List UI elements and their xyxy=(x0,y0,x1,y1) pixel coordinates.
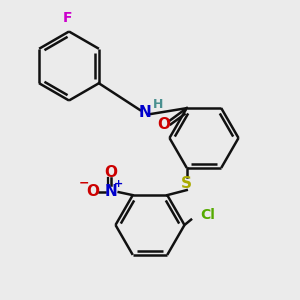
Text: O: O xyxy=(105,164,118,179)
Text: O: O xyxy=(86,184,99,199)
Text: H: H xyxy=(153,98,163,112)
Text: +: + xyxy=(114,179,123,189)
Text: −: − xyxy=(79,177,89,190)
Text: O: O xyxy=(158,117,171,132)
Text: Cl: Cl xyxy=(200,208,215,222)
Text: S: S xyxy=(181,176,192,191)
Text: N: N xyxy=(139,105,152,120)
Text: F: F xyxy=(63,11,72,25)
Text: N: N xyxy=(105,184,118,199)
